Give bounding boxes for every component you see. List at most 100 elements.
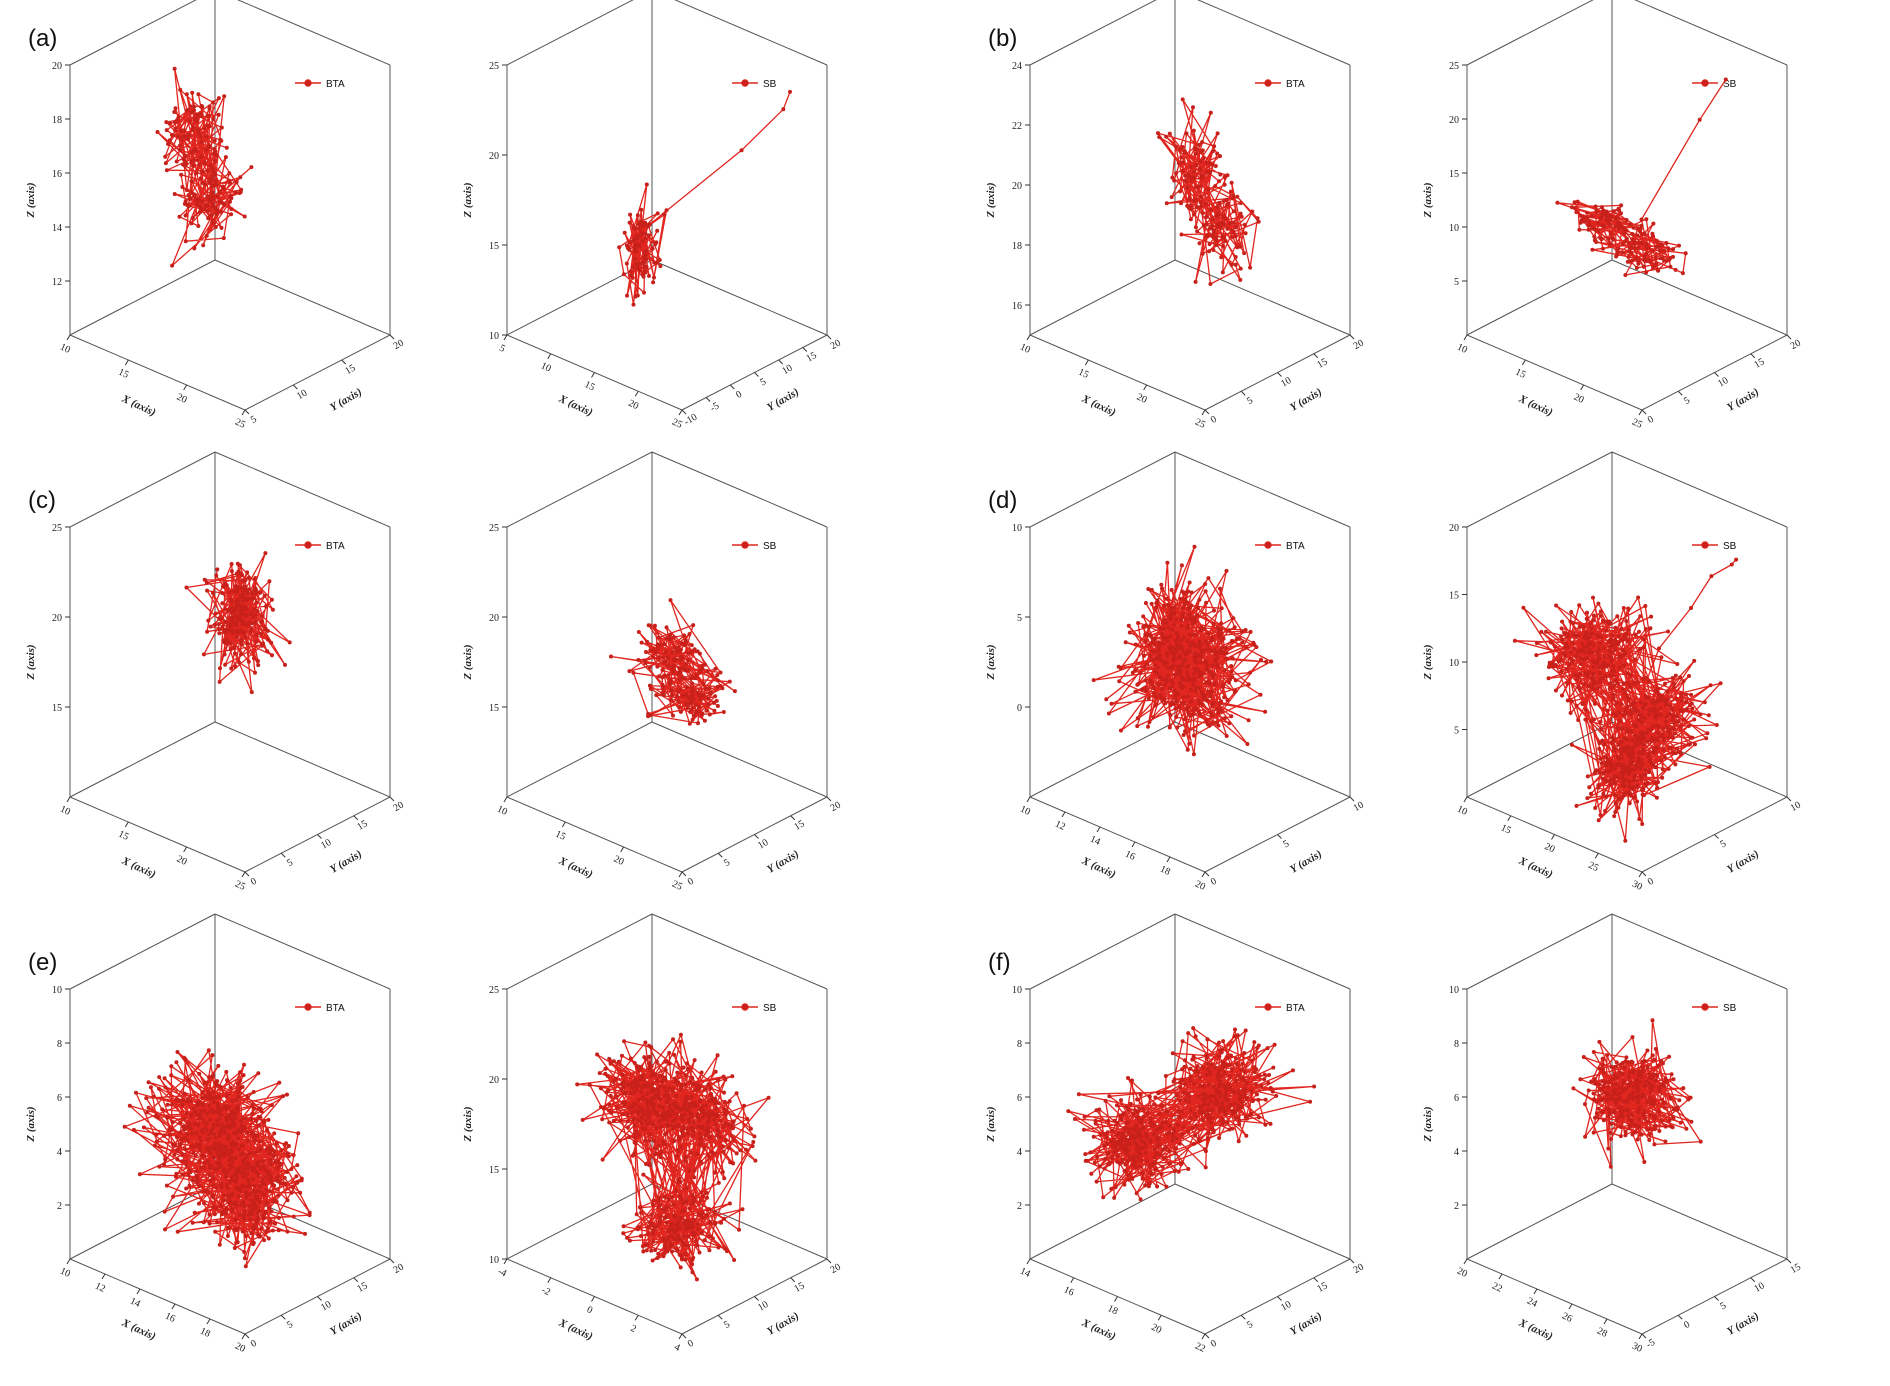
trajectory-point [656,1205,661,1210]
trajectory-point [179,129,184,134]
trajectory-point [236,1094,241,1099]
trajectory-point [279,1161,284,1166]
trajectory-point [667,1061,672,1066]
trajectory-point [1632,681,1636,686]
trajectory-point [679,1117,684,1122]
trajectory-point [173,106,178,111]
y-tick-label: 15 [1789,1262,1803,1277]
trajectory-point [259,1190,264,1195]
trajectory-point [1196,669,1201,674]
trajectory-point [1618,1110,1623,1115]
x-tick-label: 0 [585,1304,594,1316]
trajectory-point [712,1210,717,1215]
trajectory-point [177,1121,182,1126]
trajectory-point [1229,180,1234,185]
trajectory-point [704,708,709,713]
trajectory-point [705,1124,710,1129]
trajectory-point [217,1130,222,1135]
trajectory-point [640,1121,644,1126]
trajectory-point [1643,1083,1648,1088]
x-tick-label: 20 [612,854,626,868]
y-tick [681,871,687,877]
trajectory-point [1193,1034,1198,1039]
trajectory-point [1185,747,1190,752]
trajectory-point [1255,216,1260,221]
trajectory-point [1119,728,1123,733]
trajectory-point [641,274,646,279]
trajectory-point [1215,1101,1220,1106]
trajectory-point [269,597,274,602]
trajectory-point [1637,718,1642,723]
trajectory-point [1595,686,1600,690]
trajectory-point [206,1048,211,1053]
trajectory-point [695,1243,700,1248]
x-tick-label: 20 [233,1341,247,1355]
box-edge [506,721,653,798]
z-axis-title: Z (axis) [462,182,474,218]
trajectory-point [239,652,244,657]
trajectory-point [207,104,212,109]
trajectory-point [1237,1097,1242,1102]
trajectory-point [607,1102,612,1107]
trajectory-point [1657,245,1661,249]
trajectory-point [210,204,215,209]
trajectory-point [1642,702,1647,707]
trajectory-point [1539,629,1544,634]
x-tick [1096,826,1101,833]
trajectory-point [1650,248,1655,253]
trajectory-point [284,1141,289,1146]
trajectory-point [1189,165,1194,169]
trajectory-point [1115,1148,1119,1153]
y-tick [681,409,687,415]
trajectory-point [1605,757,1610,762]
trajectory-point [1172,1077,1177,1082]
trajectory-point [1652,1127,1657,1132]
trajectory-point [720,1170,725,1174]
trajectory-point [245,1171,250,1176]
trajectory-point [1174,631,1179,636]
trajectory-point [1565,698,1570,703]
trajectory-point [253,670,257,675]
y-tick-label: -10 [682,412,699,428]
trajectory-point [217,199,222,204]
trajectory-point [1607,1111,1612,1115]
trajectory-point [242,1213,247,1218]
legend-label: SB [1723,541,1737,552]
trajectory-point [189,159,194,164]
trajectory-point [1619,771,1624,776]
y-tick-label: 5 [1245,1319,1255,1331]
trajectory-point [257,1200,262,1204]
trajectory-point [230,1202,235,1207]
trajectory-point [196,131,201,136]
trajectory-point [1147,720,1152,724]
trajectory-point [240,1229,245,1234]
trajectory-point [1641,264,1646,269]
trajectory-point [265,628,270,633]
trajectory-point [692,647,697,652]
trajectory-point [169,1064,174,1069]
trajectory-point [1654,261,1659,266]
x-tick-label: 22 [1193,1341,1207,1355]
x-tick [1594,852,1599,859]
trajectory-point [194,196,199,201]
trajectory-point [263,626,267,631]
trajectory-point [645,1098,649,1103]
trajectory-point [202,1154,206,1159]
trajectory-point [1668,1095,1673,1100]
trajectory-point [676,1124,681,1129]
y-tick [1204,871,1210,877]
trajectory-point [1575,676,1580,681]
trajectory-point [1148,1120,1153,1125]
trajectory-point [1190,1057,1195,1062]
trajectory-point [285,1151,290,1156]
trajectory-point [172,1143,177,1148]
trajectory-point [1644,241,1649,246]
trajectory-point [192,1210,197,1215]
trajectory-point [1211,1084,1216,1089]
trajectory-point [633,1084,638,1089]
trajectory-point [674,1188,678,1193]
z-tick-label: 20 [489,613,499,624]
trajectory-point [1609,214,1614,219]
trajectory-point [1170,1051,1175,1056]
trajectory-point [251,615,256,620]
